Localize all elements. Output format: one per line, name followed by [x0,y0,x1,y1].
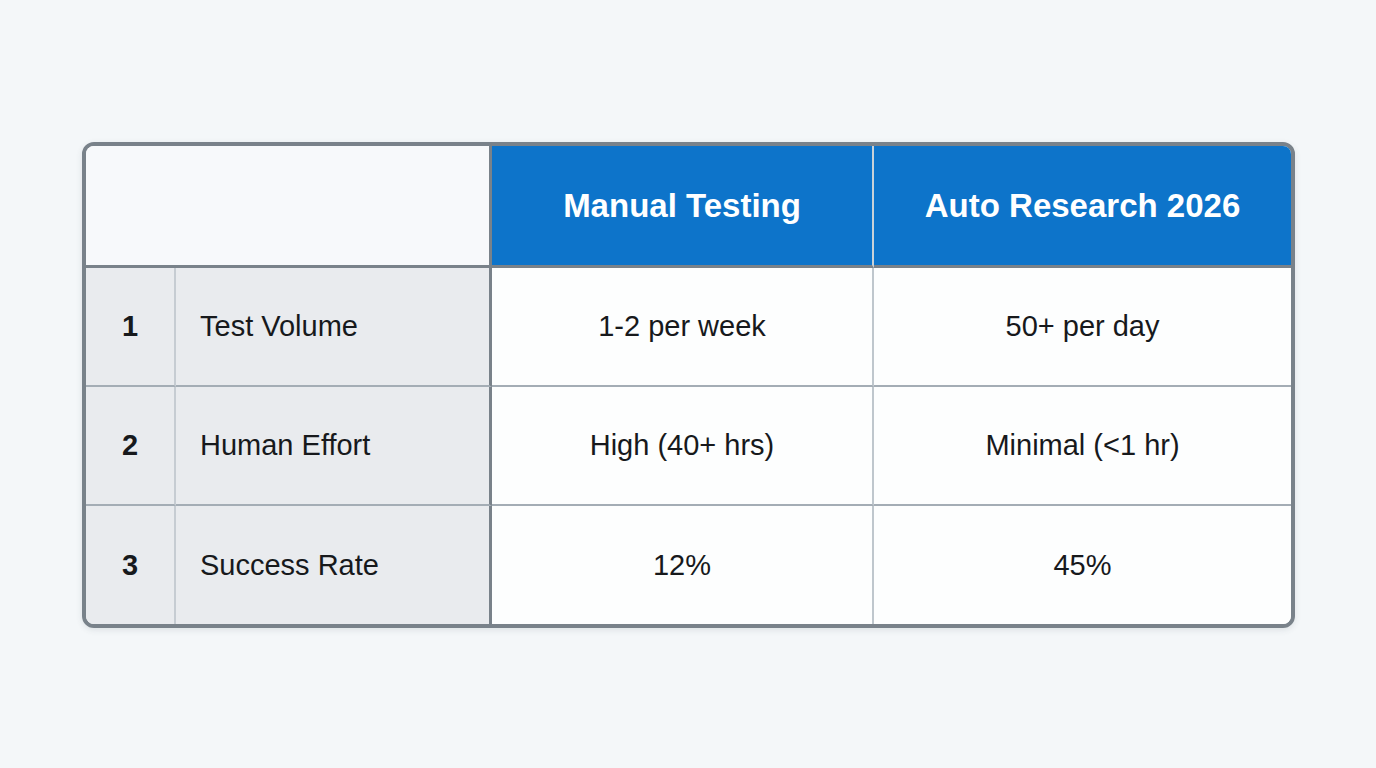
cell-test-volume-auto: 50+ per day [874,268,1291,387]
row-number: 2 [86,387,176,506]
cell-test-volume-manual: 1-2 per week [492,268,874,387]
cell-success-rate-auto: 45% [874,506,1291,624]
cell-success-rate-manual: 12% [492,506,874,624]
column-header-auto-research-2026: Auto Research 2026 [874,146,1291,268]
row-number: 1 [86,268,176,387]
comparison-table: Manual Testing Auto Research 2026 1 Test… [82,142,1295,628]
table-corner-cell [86,146,492,268]
row-number: 3 [86,506,176,624]
row-label-test-volume: Test Volume [176,268,492,387]
cell-human-effort-auto: Minimal (<1 hr) [874,387,1291,506]
row-label-success-rate: Success Rate [176,506,492,624]
column-header-manual-testing: Manual Testing [492,146,874,268]
row-label-human-effort: Human Effort [176,387,492,506]
cell-human-effort-manual: High (40+ hrs) [492,387,874,506]
